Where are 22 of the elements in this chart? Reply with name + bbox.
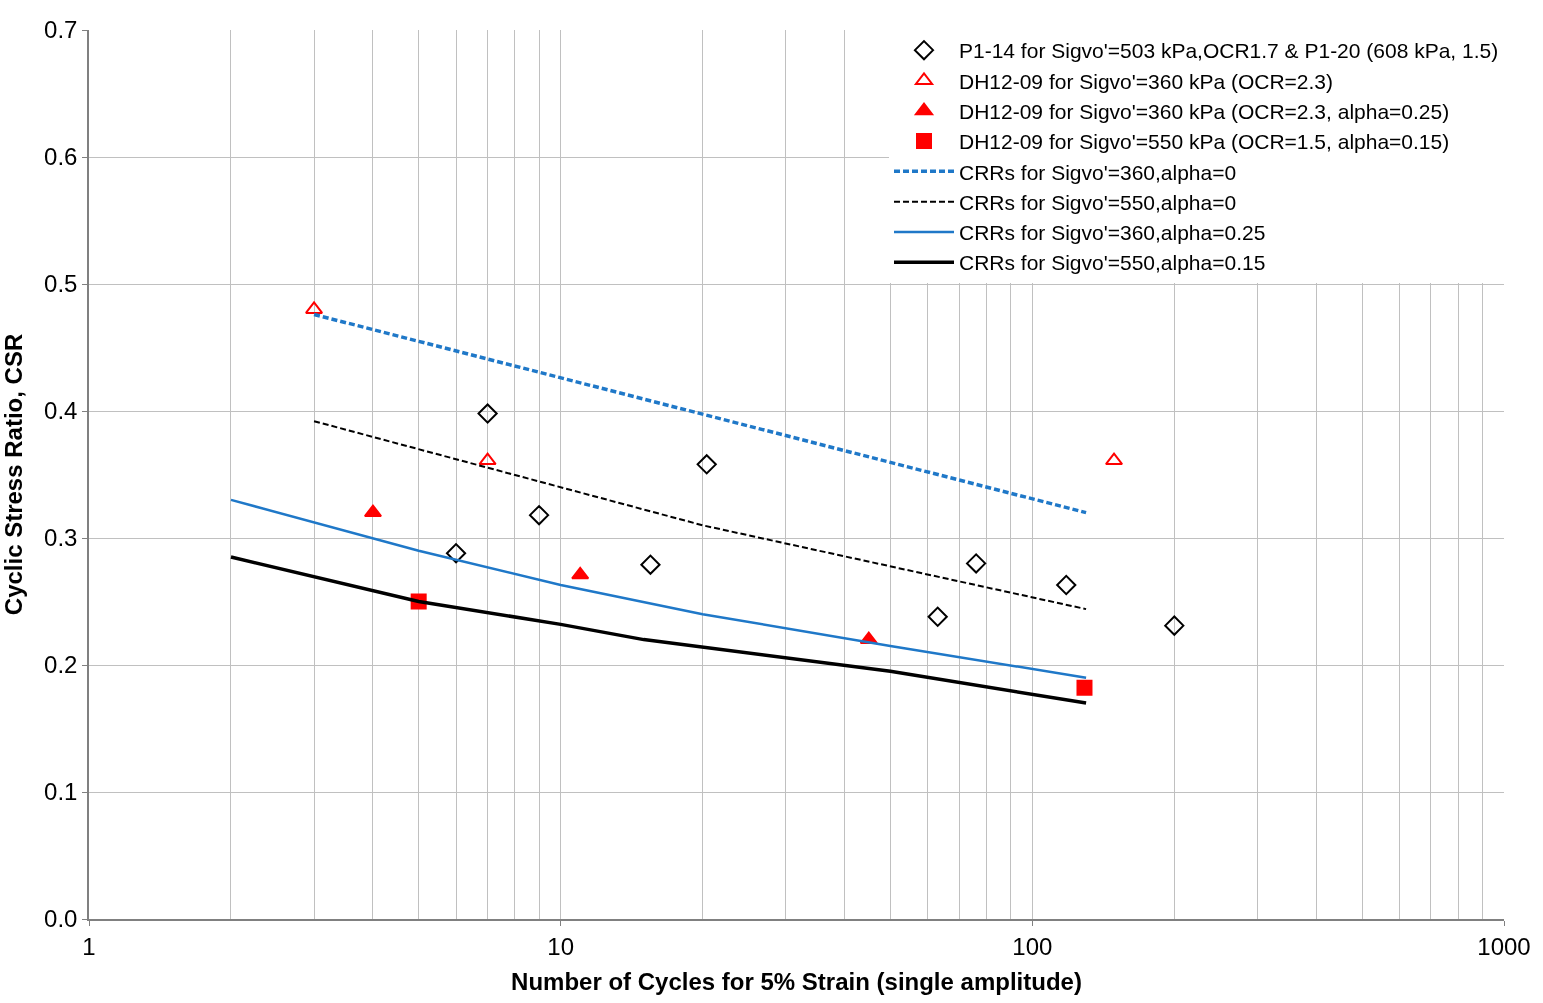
y-tick-label: 0.0 xyxy=(44,905,78,933)
x-tick-label: 10 xyxy=(547,932,575,960)
y-tick-label: 0.1 xyxy=(44,778,78,806)
y-tick-label: 0.4 xyxy=(44,397,78,425)
y-tick-label: 0.5 xyxy=(44,270,78,298)
x-axis-title: Number of Cycles for 5% Strain (single amplitude) xyxy=(511,968,1082,996)
x-tick-label: 1 xyxy=(82,932,96,960)
legend-label: P1-14 for Sigvo'=503 kPa,OCR1.7 & P1-20 (608 kPa, 1.5) xyxy=(959,39,1499,63)
y-tick-label: 0.3 xyxy=(44,524,78,552)
y-tick-label: 0.7 xyxy=(44,16,78,44)
x-tick-label: 100 xyxy=(1012,932,1053,960)
x-tick-label: 1000 xyxy=(1477,932,1531,960)
legend-label: DH12-09 for Sigvo'=550 kPa (OCR=1.5, alpha=0.15) xyxy=(959,130,1450,154)
legend-label: DH12-09 for Sigvo'=360 kPa (OCR=2.3) xyxy=(959,69,1334,93)
y-tick-label: 0.6 xyxy=(44,143,78,171)
legend-label: CRRs for Sigvo'=550,alpha=0.15 xyxy=(959,251,1266,275)
legend-label: CRRs for Sigvo'=550,alpha=0 xyxy=(959,190,1237,214)
y-axis-title: Cyclic Stress Ratio, CSR xyxy=(0,333,27,616)
y-tick-label: 0.2 xyxy=(44,651,78,679)
legend-label: CRRs for Sigvo'=360,alpha=0.25 xyxy=(959,221,1266,245)
legend-label: CRRs for Sigvo'=360,alpha=0 xyxy=(959,160,1237,184)
legend-label: DH12-09 for Sigvo'=360 kPa (OCR=2.3, alpha=0.25) xyxy=(959,99,1450,123)
